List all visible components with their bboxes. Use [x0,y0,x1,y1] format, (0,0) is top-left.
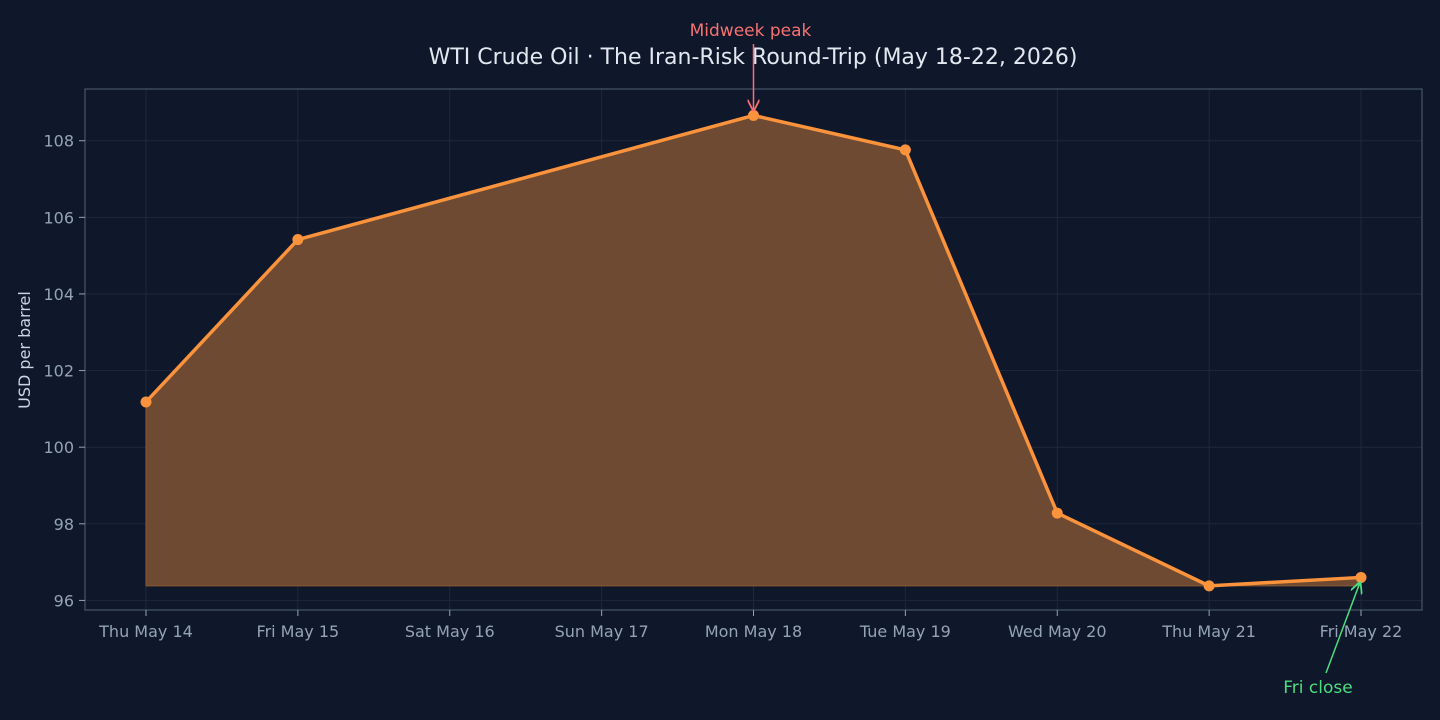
x-tick-label: Tue May 19 [859,622,951,641]
data-point [899,144,911,156]
data-point [748,109,759,121]
x-tick-label: Fri May 22 [1320,622,1403,641]
data-point [1355,571,1367,583]
x-tick-label: Sat May 16 [405,622,495,641]
data-point [292,234,304,246]
x-tick-label: Fri May 15 [257,622,340,641]
annotation-fri-close: Fri close [1283,678,1352,698]
data-points [140,109,1367,592]
y-tick-label: 98 [54,515,74,534]
y-tick-label: 102 [43,362,74,381]
x-axis-ticks: Thu May 14 Fri May 15 Sat May 16 Sun May 17… [98,610,1402,641]
y-tick-label: 108 [43,132,74,151]
x-tick-label: Thu May 21 [1161,622,1256,641]
data-point [1051,507,1063,519]
x-tick-label: Mon May 18 [705,622,802,641]
y-tick-label: 96 [54,591,74,610]
x-tick-label: Wed May 20 [1008,622,1107,641]
y-tick-label: 106 [43,208,74,227]
data-point [1203,580,1215,592]
annotations: Midweek peak Fri close [690,21,1360,698]
x-tick-label: Thu May 14 [98,622,193,641]
annotation-midweek-peak: Midweek peak [690,21,812,41]
annotation-arrow-close [1325,582,1360,674]
y-tick-label: 100 [43,438,74,457]
data-point [140,396,152,408]
y-tick-label: 104 [43,285,74,304]
y-axis-ticks: 96 98 100 102 104 106 108 [43,132,85,610]
y-axis-label: USD per barrel [15,291,34,409]
x-tick-label: Sun May 17 [555,622,649,641]
